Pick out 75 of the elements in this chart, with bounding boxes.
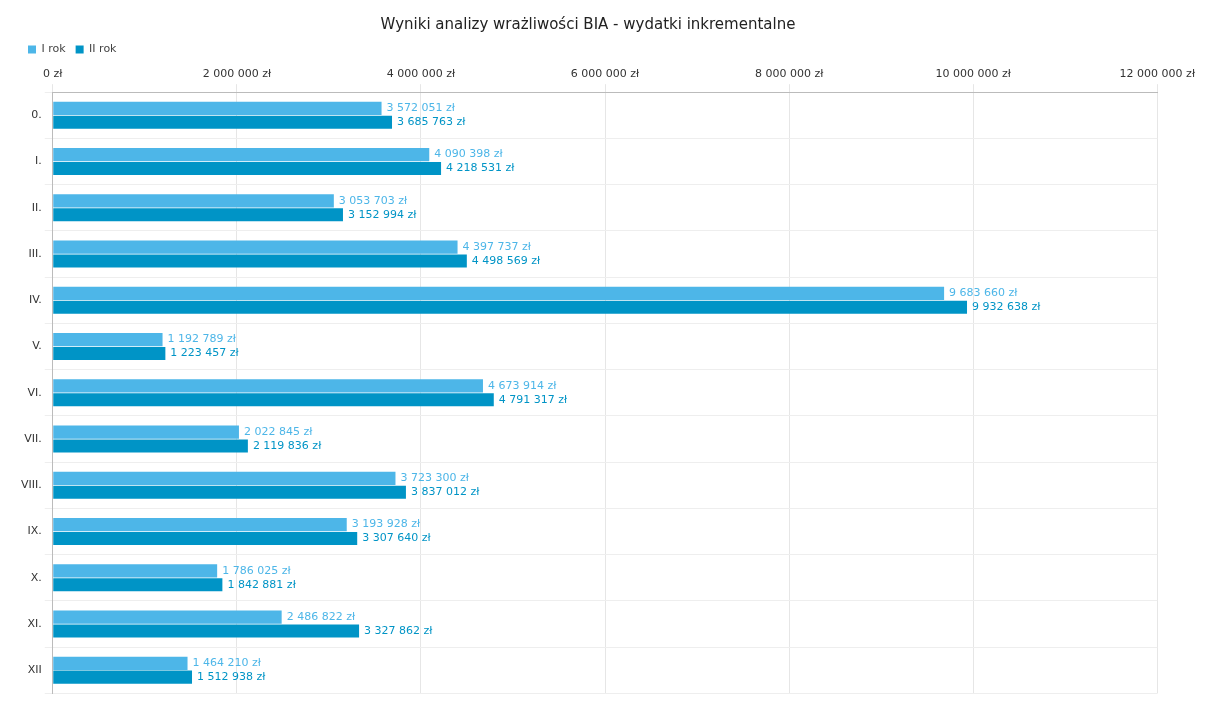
bar (53, 333, 163, 347)
data-label: 3 152 994 zł (347, 207, 418, 221)
bar (53, 425, 239, 439)
bar (53, 101, 382, 115)
bar (53, 240, 458, 254)
bar (53, 578, 223, 592)
data-label: 3 193 928 zł (351, 517, 421, 531)
y-tick-label: V. (32, 339, 42, 353)
y-tick-label: II. (31, 200, 42, 214)
bar (53, 286, 945, 300)
data-label: 1 512 938 zł (197, 670, 267, 684)
x-tick-label: 6 000 000 zł (570, 67, 641, 81)
bar (53, 393, 494, 407)
x-tick-label: 10 000 000 zł (935, 67, 1012, 81)
y-tick-label: XII (27, 663, 42, 677)
bar (53, 518, 347, 532)
bar (53, 148, 430, 162)
data-label: 1 223 457 zł (170, 346, 240, 360)
bar (53, 300, 968, 314)
x-tick-label: 4 000 000 zł (386, 67, 456, 81)
data-label: 3 053 703 zł (338, 193, 409, 207)
x-tick-label: 0 zł (43, 67, 64, 81)
data-label: 9 683 660 zł (949, 286, 1019, 300)
data-label: 3 837 012 zł (410, 485, 481, 499)
x-tick-label: 8 000 000 zł (754, 67, 825, 81)
chart-title: Wyniki analizy wrażliwości BIA - wydatki inkrementalne (380, 14, 796, 33)
y-tick-label: XI. (27, 616, 42, 630)
data-label: 4 397 737 zł (462, 239, 532, 253)
bar (53, 115, 393, 129)
y-tick-label: VIII. (20, 478, 42, 492)
data-label: 4 791 317 zł (498, 392, 569, 406)
data-label: 2 022 845 zł (243, 424, 314, 438)
data-label: 3 685 763 zł (397, 115, 467, 129)
y-tick-label: IX. (27, 524, 42, 538)
y-tick-label: VII. (24, 431, 42, 445)
y-tick-label: I. (35, 154, 42, 168)
data-label: 3 327 862 zł (364, 623, 434, 637)
bar (53, 379, 483, 393)
bar (53, 346, 166, 361)
legend-label: II rok (89, 42, 118, 56)
data-label: 2 119 836 zł (252, 438, 323, 452)
data-label: 1 192 789 zł (167, 332, 237, 346)
data-label: 3 572 051 zł (386, 101, 456, 115)
bar (53, 564, 218, 578)
bar (53, 439, 248, 453)
data-label: 3 723 300 zł (400, 471, 470, 485)
bar (53, 531, 358, 546)
data-label: 4 498 569 zł (471, 253, 542, 267)
data-label: 4 090 398 zł (434, 147, 504, 161)
y-tick-label: VI. (27, 385, 42, 399)
data-label: 9 932 638 zł (972, 300, 1042, 314)
legend-label: I rok (41, 42, 67, 56)
bar (53, 656, 188, 670)
y-tick-label: IV. (28, 293, 42, 307)
bar (53, 624, 360, 638)
bar (53, 485, 406, 499)
bar (53, 254, 467, 268)
data-label: 2 486 822 zł (286, 609, 356, 623)
data-label: 4 218 531 zł (446, 161, 516, 175)
y-tick-label: III. (28, 246, 42, 260)
bar (53, 208, 343, 222)
x-tick-label: 12 000 000 zł (1119, 67, 1196, 81)
y-tick-label: 0. (31, 108, 42, 122)
data-label: 1 842 881 zł (227, 577, 297, 591)
bar (53, 610, 282, 624)
bar (53, 471, 396, 485)
x-tick-label: 2 000 000 zł (202, 67, 272, 81)
bar (53, 194, 334, 208)
data-label: 3 307 640 zł (362, 531, 432, 545)
data-label: 1 464 210 zł (192, 656, 262, 670)
bar (53, 161, 442, 176)
bar (53, 670, 193, 684)
data-label: 4 673 914 zł (487, 378, 558, 392)
y-tick-label: X. (30, 570, 42, 584)
data-label: 1 786 025 zł (222, 563, 292, 577)
